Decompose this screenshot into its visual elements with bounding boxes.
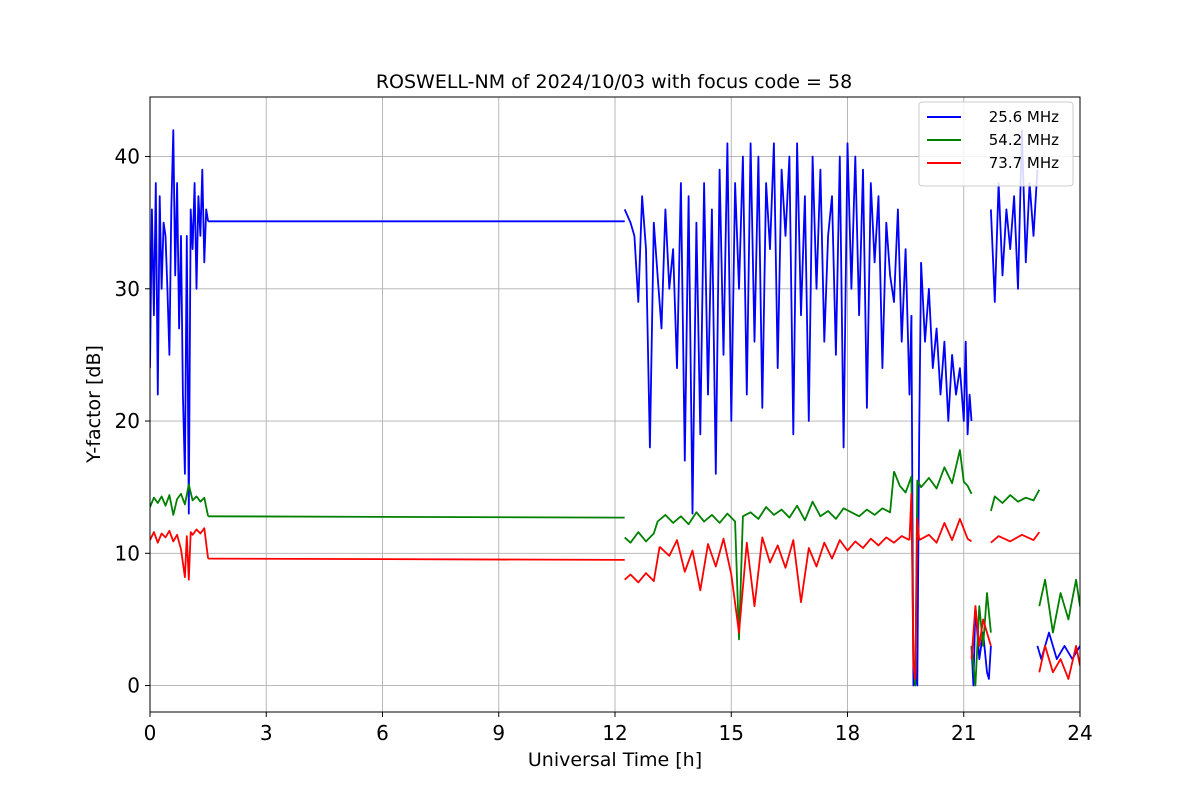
y-tick-label: 0 — [127, 674, 140, 698]
y-tick-label: 10 — [115, 541, 140, 565]
x-tick-label: 3 — [260, 721, 273, 745]
y-tick-label: 40 — [115, 145, 140, 169]
legend: 25.6 MHz 54.2 MHz 73.7 MHz — [918, 101, 1074, 187]
y-axis-label: Y-factor [dB] — [83, 345, 105, 464]
legend-box — [918, 101, 1074, 187]
series-3 — [150, 492, 1080, 680]
series-line — [150, 527, 209, 581]
x-axis-label: Universal Time [h] — [528, 749, 702, 771]
x-tick-label: 18 — [835, 721, 860, 745]
legend-label: 54.2 MHz — [989, 131, 1059, 149]
x-tick-label: 12 — [602, 721, 627, 745]
y-tick-label: 30 — [115, 277, 140, 301]
y-tick-label: 20 — [115, 409, 140, 433]
series-line — [150, 129, 209, 515]
series-line — [893, 449, 973, 687]
series-line — [658, 535, 910, 634]
series-line — [1038, 578, 1080, 634]
x-tick-label: 0 — [144, 721, 157, 745]
series-line — [970, 592, 992, 687]
series-line — [150, 483, 209, 517]
chart-title: ROSWELL-NM of 2024/10/03 with focus code… — [376, 71, 852, 93]
x-tick-label: 9 — [492, 721, 505, 745]
x-tick-label: 24 — [1067, 721, 1092, 745]
x-tick-label: 15 — [719, 721, 744, 745]
series-line — [1038, 645, 1080, 680]
x-tick-label: 6 — [376, 721, 389, 745]
series-line — [920, 262, 973, 436]
series-line — [990, 531, 1041, 544]
series-line — [623, 142, 913, 515]
x-tick-label: 21 — [951, 721, 976, 745]
series-2 — [150, 449, 1080, 687]
series-line — [970, 605, 992, 660]
series-line — [208, 515, 625, 519]
series-line — [990, 489, 1041, 512]
series-layer — [150, 129, 1080, 687]
legend-label: 25.6 MHz — [989, 108, 1059, 126]
ticks: 0 3 6 9 12 15 18 21 24 0 10 20 30 40 — [115, 145, 1093, 745]
series-line — [908, 492, 921, 680]
series-line — [624, 546, 661, 584]
series-line — [918, 518, 973, 544]
series-line — [208, 557, 625, 561]
legend-label: 73.7 MHz — [989, 154, 1059, 172]
series-line — [624, 471, 895, 641]
